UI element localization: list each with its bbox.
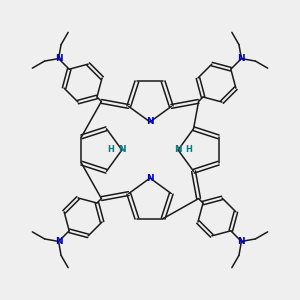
Text: N: N (238, 54, 245, 63)
Text: N: N (118, 146, 126, 154)
Text: N: N (55, 54, 62, 63)
Text: N: N (146, 117, 154, 126)
Text: N: N (55, 237, 62, 246)
Text: H: H (107, 146, 114, 154)
Text: H: H (186, 146, 193, 154)
Text: N: N (146, 174, 154, 183)
Text: N: N (174, 146, 182, 154)
Text: N: N (238, 237, 245, 246)
